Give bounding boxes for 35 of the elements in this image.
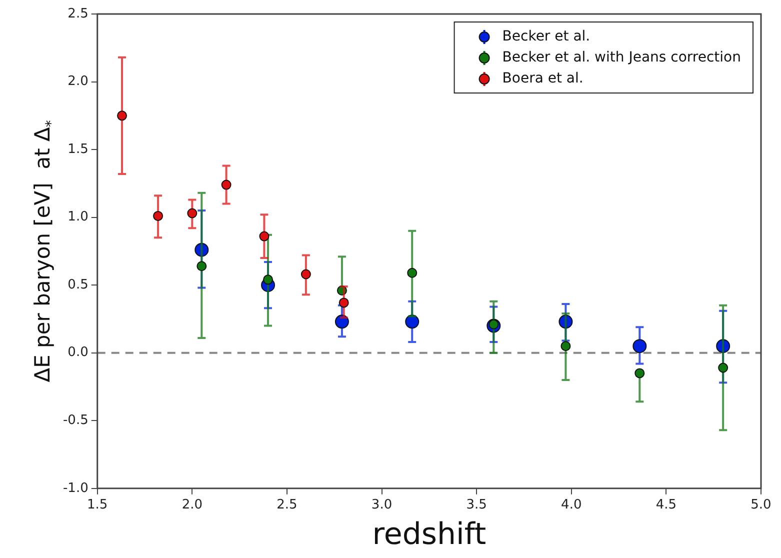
y-axis-title: ΔE per baryon [eV] at Δ* xyxy=(30,120,60,382)
point xyxy=(263,274,274,285)
x-tick-label: 1.5 xyxy=(87,498,108,513)
x-tick-label: 2.5 xyxy=(276,498,298,513)
legend-label: Boera et al. xyxy=(502,70,584,87)
x-tick-label: 4.5 xyxy=(656,498,677,513)
y-tick-label: 2.0 xyxy=(68,74,88,90)
legend-label: Becker et al. xyxy=(502,28,590,45)
point xyxy=(300,269,311,280)
y-tick-label: 2.5 xyxy=(68,6,88,22)
point xyxy=(407,268,418,278)
x-axis-title: redshift xyxy=(372,516,486,552)
point xyxy=(196,261,207,272)
y-tick-label: -1.0 xyxy=(62,480,88,496)
y-tick-label: 1.5 xyxy=(68,142,88,157)
x-tick-label: 2.0 xyxy=(182,498,203,513)
y-tick-label: -0.5 xyxy=(62,413,88,428)
x-tick-label: 5.0 xyxy=(750,498,772,513)
y-tick-label: 0.0 xyxy=(68,345,88,360)
x-tick-label: 3.0 xyxy=(371,498,392,513)
point xyxy=(117,110,128,121)
x-tick-label: 4.0 xyxy=(561,498,582,513)
x-tick-label: 3.5 xyxy=(466,498,487,513)
point xyxy=(718,362,728,373)
y-tick-label: 1.0 xyxy=(68,210,88,225)
legend-label: Becker et al. with Jeans correction xyxy=(502,50,742,66)
point xyxy=(338,298,349,308)
point xyxy=(632,339,647,354)
point xyxy=(153,210,164,221)
point xyxy=(560,341,571,352)
point xyxy=(259,231,270,242)
point xyxy=(221,180,232,190)
point xyxy=(634,368,645,378)
y-tick-label: 0.5 xyxy=(68,277,88,292)
point xyxy=(187,208,198,218)
